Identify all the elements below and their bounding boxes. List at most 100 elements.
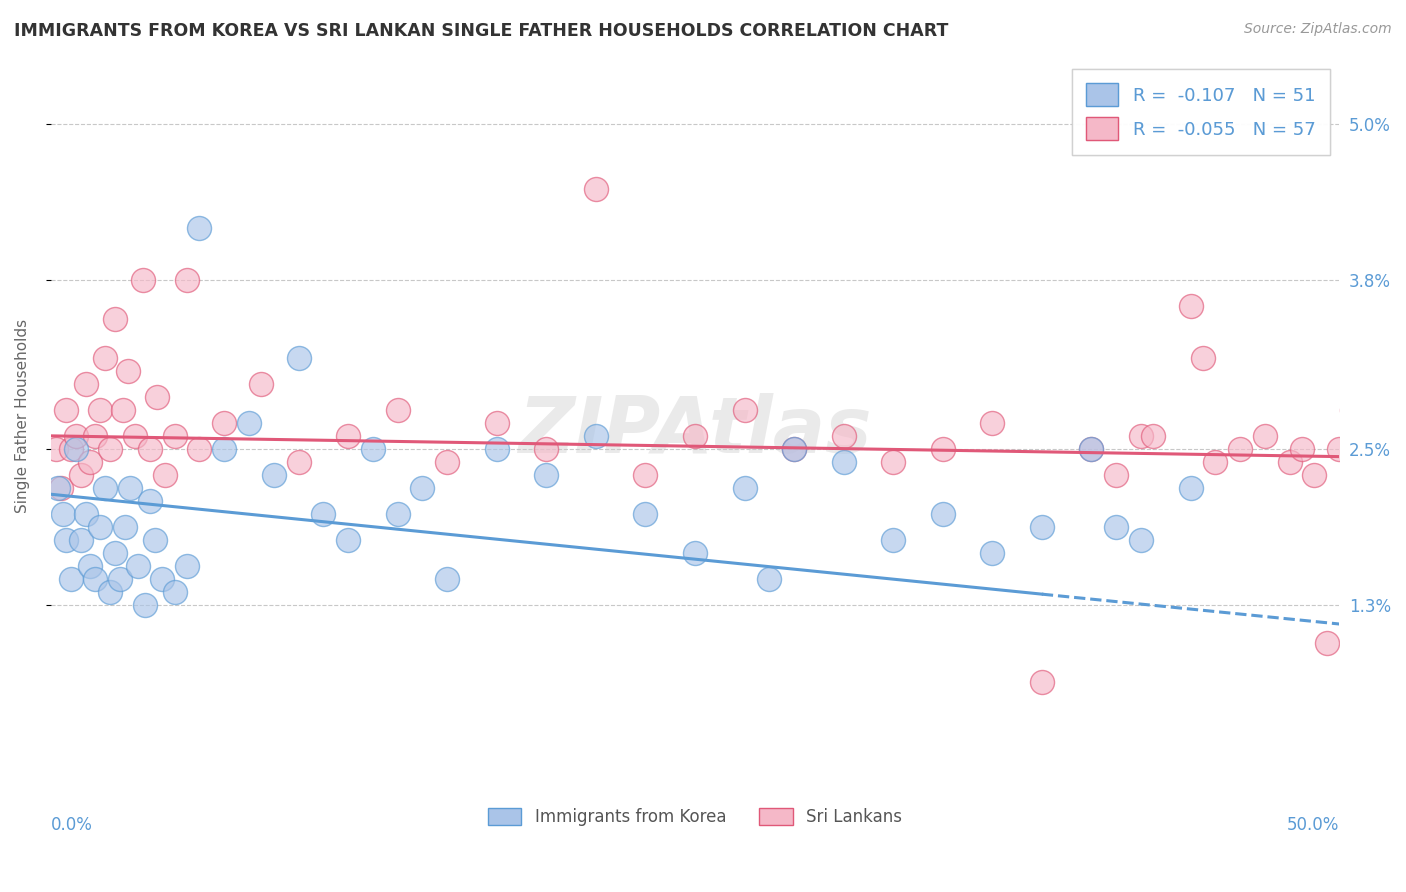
Point — [176, 558, 198, 573]
Point — [783, 442, 806, 456]
Legend: R =  -0.107   N = 51, R =  -0.055   N = 57: R = -0.107 N = 51, R = -0.055 N = 57 — [1071, 69, 1330, 154]
Point — [387, 507, 409, 521]
Point — [1327, 442, 1350, 456]
Point — [1180, 481, 1202, 495]
Point — [683, 546, 706, 560]
Point — [1278, 455, 1301, 469]
Point — [79, 455, 101, 469]
Point — [52, 507, 75, 521]
Point — [84, 572, 107, 586]
Point — [45, 442, 67, 456]
Point — [361, 442, 384, 456]
Point — [337, 429, 360, 443]
Point — [1192, 351, 1215, 365]
Point — [783, 442, 806, 456]
Point — [84, 429, 107, 443]
Point — [1031, 519, 1053, 533]
Point — [94, 481, 117, 495]
Point — [1204, 455, 1226, 469]
Point — [163, 584, 186, 599]
Point — [111, 403, 134, 417]
Point — [1291, 442, 1313, 456]
Point — [117, 364, 139, 378]
Point — [134, 598, 156, 612]
Text: 0.0%: 0.0% — [51, 816, 93, 834]
Text: ZIPAtlas: ZIPAtlas — [519, 392, 872, 468]
Point — [932, 442, 955, 456]
Point — [485, 416, 508, 430]
Point — [1340, 403, 1362, 417]
Point — [882, 455, 904, 469]
Point — [75, 507, 97, 521]
Point — [932, 507, 955, 521]
Point — [89, 403, 111, 417]
Point — [139, 493, 162, 508]
Point — [1031, 675, 1053, 690]
Point — [146, 390, 169, 404]
Point — [287, 351, 309, 365]
Point — [436, 455, 458, 469]
Point — [832, 429, 855, 443]
Point — [734, 403, 756, 417]
Point — [981, 416, 1004, 430]
Point — [1080, 442, 1102, 456]
Point — [634, 467, 657, 482]
Point — [153, 467, 176, 482]
Point — [536, 442, 558, 456]
Point — [69, 533, 91, 547]
Point — [238, 416, 260, 430]
Point — [139, 442, 162, 456]
Point — [98, 584, 121, 599]
Point — [387, 403, 409, 417]
Point — [55, 533, 77, 547]
Point — [734, 481, 756, 495]
Point — [1105, 467, 1128, 482]
Point — [127, 558, 149, 573]
Text: IMMIGRANTS FROM KOREA VS SRI LANKAN SINGLE FATHER HOUSEHOLDS CORRELATION CHART: IMMIGRANTS FROM KOREA VS SRI LANKAN SING… — [14, 22, 949, 40]
Point — [758, 572, 780, 586]
Point — [832, 455, 855, 469]
Point — [59, 442, 82, 456]
Point — [214, 442, 236, 456]
Point — [1129, 533, 1152, 547]
Point — [176, 273, 198, 287]
Point — [1129, 429, 1152, 443]
Point — [143, 533, 166, 547]
Point — [59, 572, 82, 586]
Point — [1229, 442, 1251, 456]
Point — [1353, 455, 1375, 469]
Point — [263, 467, 285, 482]
Point — [485, 442, 508, 456]
Point — [49, 481, 72, 495]
Point — [89, 519, 111, 533]
Point — [98, 442, 121, 456]
Point — [585, 429, 607, 443]
Point — [104, 546, 127, 560]
Point — [1254, 429, 1277, 443]
Point — [120, 481, 142, 495]
Point — [634, 507, 657, 521]
Point — [104, 312, 127, 326]
Point — [79, 558, 101, 573]
Point — [411, 481, 433, 495]
Point — [436, 572, 458, 586]
Point — [150, 572, 173, 586]
Point — [882, 533, 904, 547]
Point — [55, 403, 77, 417]
Point — [683, 429, 706, 443]
Y-axis label: Single Father Households: Single Father Households — [15, 319, 30, 514]
Point — [114, 519, 136, 533]
Text: Source: ZipAtlas.com: Source: ZipAtlas.com — [1244, 22, 1392, 37]
Point — [69, 467, 91, 482]
Point — [94, 351, 117, 365]
Point — [46, 481, 69, 495]
Text: 50.0%: 50.0% — [1286, 816, 1339, 834]
Point — [536, 467, 558, 482]
Point — [108, 572, 131, 586]
Point — [1180, 299, 1202, 313]
Point — [188, 442, 211, 456]
Point — [337, 533, 360, 547]
Point — [65, 442, 87, 456]
Point — [188, 221, 211, 235]
Point — [163, 429, 186, 443]
